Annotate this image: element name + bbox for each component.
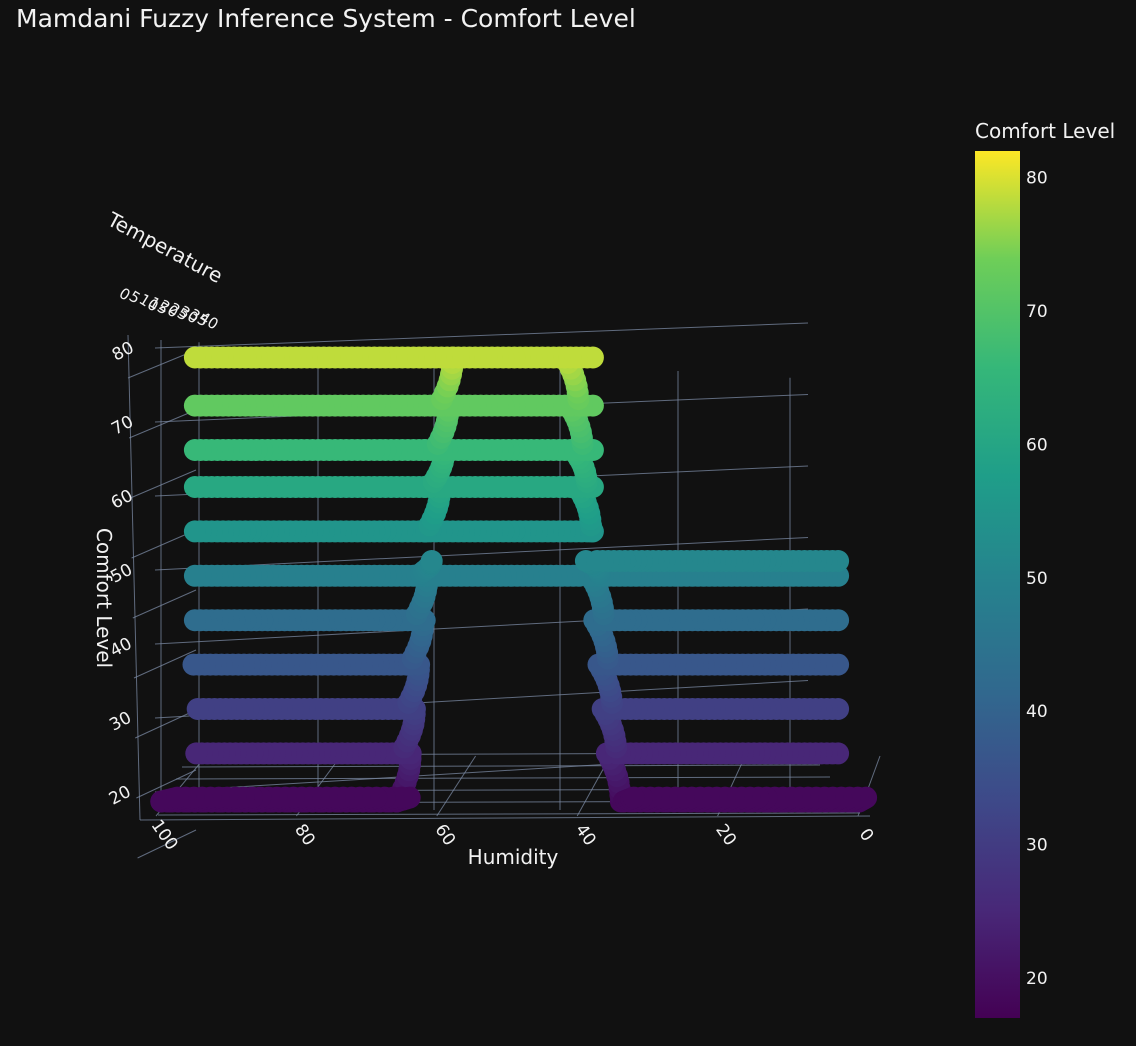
data-point: [586, 550, 609, 572]
data-point: [182, 653, 205, 676]
data-point: [183, 476, 206, 498]
colorbar-tick-label: 70: [1026, 302, 1048, 322]
data-point: [183, 564, 206, 587]
x-tick-label: 40: [571, 821, 600, 850]
data-point: [183, 346, 206, 369]
data-points-layer: [150, 346, 878, 813]
data-point: [622, 786, 645, 809]
colorbar-tick-label: 30: [1026, 836, 1048, 856]
x-axis-label: Humidity: [468, 845, 559, 869]
colorbar: Comfort Level 20 30 40 50 60 70 80: [975, 119, 1115, 1018]
x-tick-label: 80: [290, 821, 319, 850]
colorbar-tick-label: 80: [1026, 169, 1048, 189]
colorbar-ticks: 20 30 40 50 60 70 80: [1026, 169, 1048, 989]
data-point: [183, 609, 206, 632]
data-point: [185, 742, 208, 765]
colorbar-title: Comfort Level: [975, 119, 1115, 143]
y-axis-label: Temperature: [103, 207, 227, 288]
colorbar-tick-label: 20: [1026, 969, 1048, 989]
colorbar-tick-label: 50: [1026, 569, 1048, 589]
z-axis-label: Comfort Level: [92, 528, 116, 668]
x-tick-label: 100: [147, 816, 182, 854]
colorbar-gradient: [975, 151, 1020, 1018]
data-point: [166, 786, 189, 809]
data-point: [183, 394, 206, 417]
x-tick-label: 0: [855, 825, 878, 845]
z-tick-label: 30: [106, 708, 134, 736]
data-point: [183, 520, 206, 543]
data-point: [186, 698, 209, 720]
chart-title: Mamdani Fuzzy Inference System - Comfort…: [16, 4, 636, 33]
data-point: [183, 439, 206, 461]
colorbar-tick-label: 60: [1026, 435, 1048, 455]
colorbar-tick-label: 40: [1026, 702, 1048, 722]
z-tick-label: 70: [108, 412, 136, 440]
data-point: [420, 550, 443, 572]
z-tick-label: 80: [109, 338, 137, 366]
z-tick-label: 20: [106, 782, 134, 810]
x-tick-label: 20: [711, 821, 740, 850]
x-tick-label: 60: [430, 821, 459, 850]
